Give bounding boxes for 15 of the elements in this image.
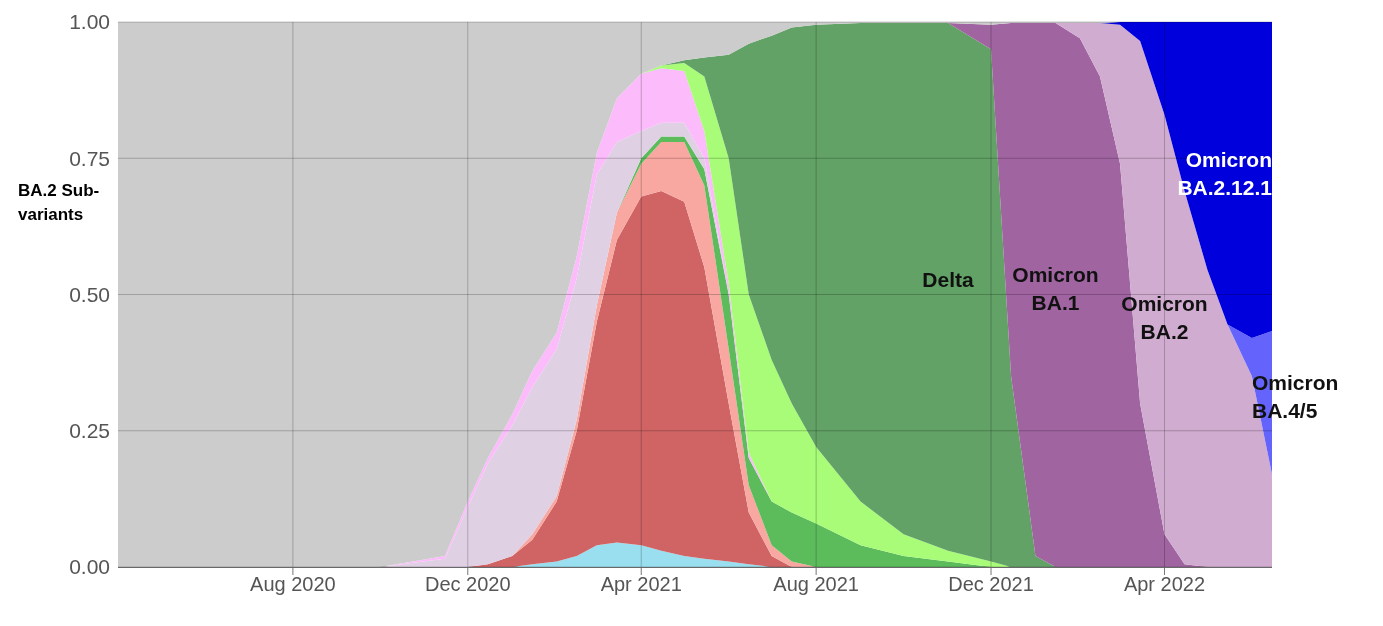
series-label: Omicron BA.1 [1012,263,1099,315]
x-tick-label: Apr 2021 [600,573,682,596]
y-tick-label: 0.50 [69,282,110,306]
y-tick-label: 0.25 [69,419,110,443]
x-tick-label: Dec 2020 [424,573,511,596]
y-tick-label: 1.00 [69,10,110,34]
y-tick-label: 0.00 [69,555,110,579]
series-label: Omicron BA.2 [1121,292,1208,344]
x-tick-label: Dec 2021 [948,573,1034,596]
series-label: Delta [922,267,975,291]
x-tick-label: Aug 2021 [773,573,859,596]
y-axis-title: BA.2 Sub-variants [18,181,100,225]
x-tick-label: Aug 2020 [250,573,336,596]
y-tick-label: 0.75 [69,146,110,170]
x-tick-label: Apr 2022 [1123,573,1206,596]
